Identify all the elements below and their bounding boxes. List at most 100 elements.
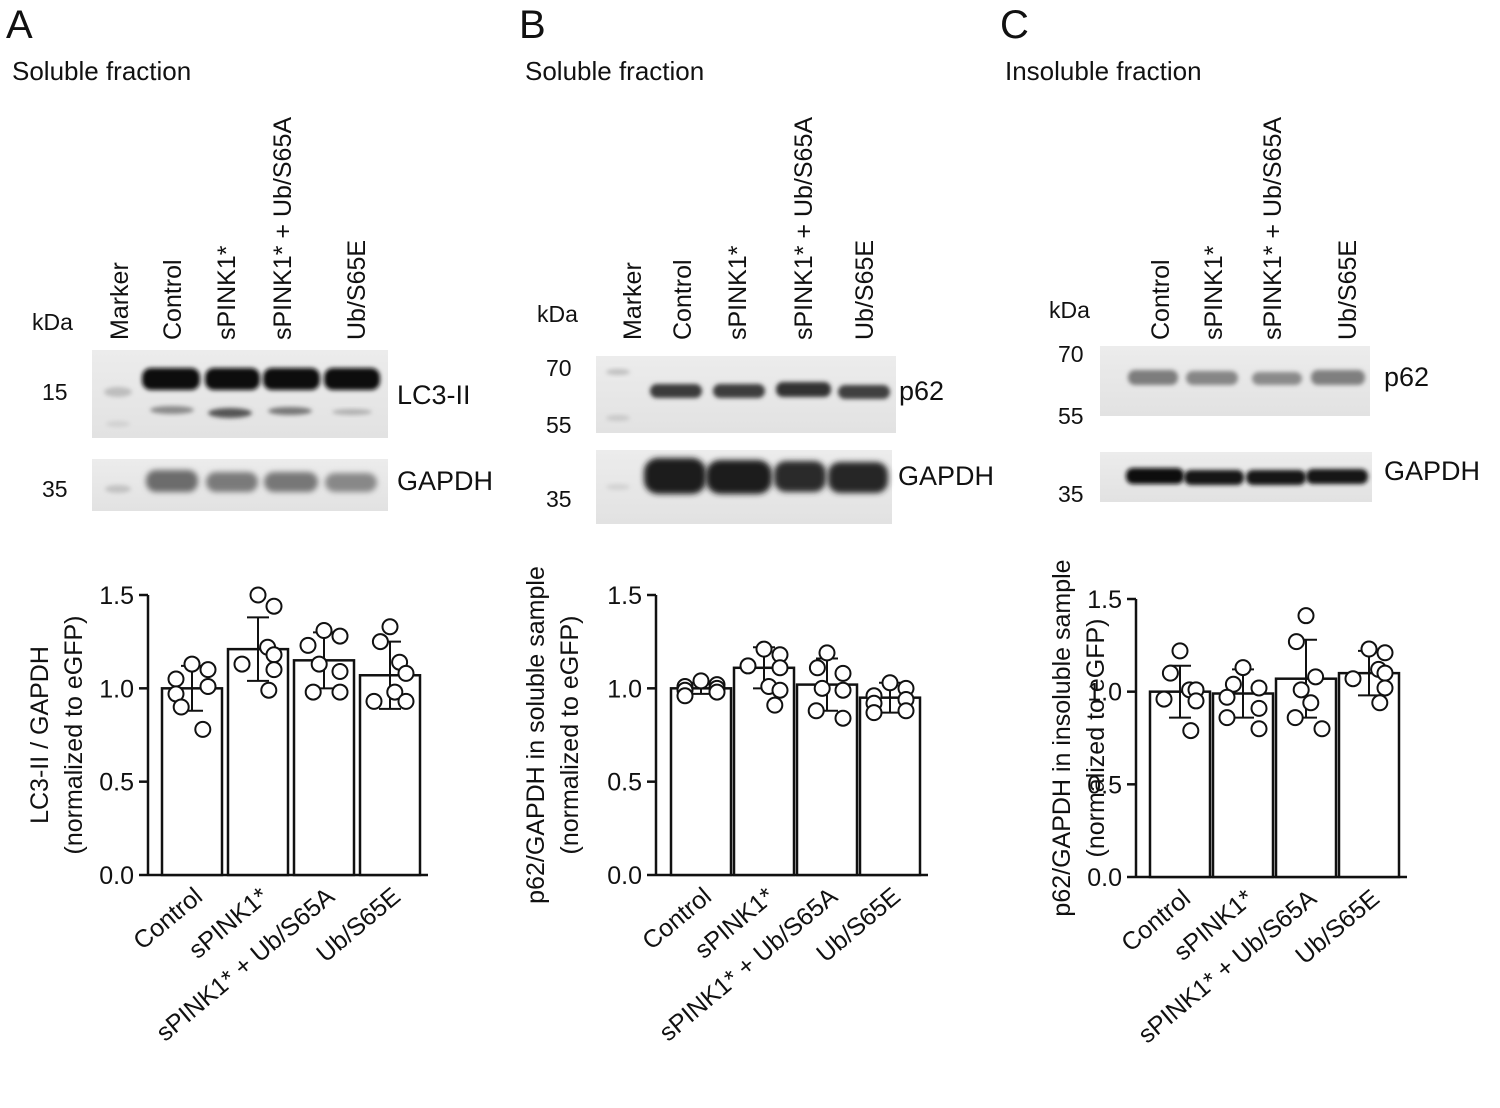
chart-a: 0.0 0.5 1.0 1.5 LC3-II / GAPDH (normalized to… [26, 582, 428, 1047]
data-point [708, 683, 726, 701]
kda-label: kDa [537, 301, 578, 327]
lane-label: Control [159, 259, 187, 340]
marker-value: 15 [42, 379, 68, 405]
data-point [331, 627, 349, 645]
data-point [676, 687, 694, 705]
data-point [834, 709, 852, 727]
data-point [381, 618, 399, 636]
p62-blot [1100, 346, 1370, 416]
bar [858, 696, 922, 877]
gapdh-blot [1100, 452, 1372, 502]
band-label: GAPDH [397, 466, 493, 496]
data-point [766, 696, 784, 714]
data-point [299, 636, 317, 654]
lane-label: sPINK1* [213, 245, 241, 340]
gapdh-blot [92, 459, 388, 511]
data-point [310, 655, 328, 673]
data-point [755, 640, 773, 658]
bar [160, 687, 224, 877]
band-label: GAPDH [898, 461, 994, 491]
kda-label: kDa [1049, 297, 1090, 323]
panel-letter: B [519, 3, 546, 47]
data-point [818, 644, 836, 662]
fraction-title: Soluble fraction [12, 56, 191, 86]
data-point [397, 664, 415, 682]
y-tick-label: 0.0 [99, 862, 134, 890]
y-tick-label: 0.5 [1087, 771, 1122, 799]
lane-label: Marker [106, 262, 134, 340]
lane-label: sPINK1* + Ub/S65A [269, 117, 297, 340]
y-axis-label: (normalized to eGFP) [60, 616, 88, 855]
data-point [1171, 642, 1189, 660]
data-point [1155, 690, 1173, 708]
lane-label: Control [669, 259, 697, 340]
lane-label: sPINK1* [1200, 245, 1228, 340]
data-point [1218, 688, 1236, 706]
marker-value: 55 [1058, 403, 1084, 429]
data-point [1250, 679, 1268, 697]
y-tick-label: 0.0 [607, 862, 642, 890]
data-point [771, 659, 789, 677]
data-point [808, 659, 826, 677]
y-tick-label: 0.0 [1087, 864, 1122, 892]
data-point [265, 646, 283, 664]
band-label: p62 [1384, 362, 1429, 392]
bar [1337, 671, 1401, 879]
data-point [1250, 720, 1268, 738]
panel-b: B Soluble fraction kDa Marker Control sP… [519, 3, 994, 524]
marker-value: 70 [1058, 341, 1084, 367]
data-point [1344, 670, 1362, 688]
lane-label: Ub/S65E [1334, 240, 1362, 340]
data-point [386, 683, 404, 701]
data-point [1250, 699, 1268, 717]
data-point [1371, 694, 1389, 712]
data-point [199, 677, 217, 695]
gapdh-blot [596, 450, 892, 524]
fraction-title: Insoluble fraction [1005, 56, 1202, 86]
panel-a: A Soluble fraction kDa Marker Control sP… [6, 3, 493, 511]
marker-value: 55 [546, 412, 572, 438]
y-axis-label: (normalized to eGFP) [1082, 619, 1110, 858]
data-point [304, 683, 322, 701]
data-point [199, 661, 217, 679]
data-point [1292, 681, 1310, 699]
data-point [813, 679, 831, 697]
lane-label: Ub/S65E [851, 240, 879, 340]
data-point [771, 681, 789, 699]
data-point [1234, 659, 1252, 677]
lane-label: Ub/S65E [343, 240, 371, 340]
marker-value: 70 [546, 355, 572, 381]
lc3-blot [92, 350, 388, 438]
data-point [881, 674, 899, 692]
y-tick-label: 1.0 [1087, 679, 1122, 707]
data-point [1360, 640, 1378, 658]
lane-label: sPINK1* + Ub/S65A [790, 117, 818, 340]
band-label: GAPDH [1384, 456, 1480, 486]
data-point [1182, 722, 1200, 740]
marker-value: 35 [546, 486, 572, 512]
data-point [265, 597, 283, 615]
data-point [194, 720, 212, 738]
y-axis-label: p62/GAPDH in soluble sample [522, 566, 550, 904]
p62-blot [596, 356, 896, 433]
data-point [1376, 644, 1394, 662]
data-point [807, 702, 825, 720]
bar [1148, 690, 1212, 879]
data-point [1297, 607, 1315, 625]
y-tick-label: 1.0 [607, 675, 642, 703]
panel-c: C Insoluble fraction kDa Control sPINK1*… [1000, 3, 1480, 507]
data-point [1302, 694, 1320, 712]
data-point [183, 655, 201, 673]
chart-b: 0.0 0.5 1.0 1.5 p62/GAPDH in soluble sample(… [522, 566, 928, 1047]
data-point [331, 683, 349, 701]
data-point [260, 681, 278, 699]
y-axis-label: (normalized to eGFP) [556, 616, 584, 855]
data-point [249, 586, 267, 604]
bar [795, 683, 859, 877]
data-point [1286, 709, 1304, 727]
data-point [834, 681, 852, 699]
chart-c: 0.0 0.5 1.0 1.5 p62/GAPDH in insoluble sampl… [1048, 559, 1407, 1049]
lane-label: Control [1147, 259, 1175, 340]
data-point [371, 633, 389, 651]
